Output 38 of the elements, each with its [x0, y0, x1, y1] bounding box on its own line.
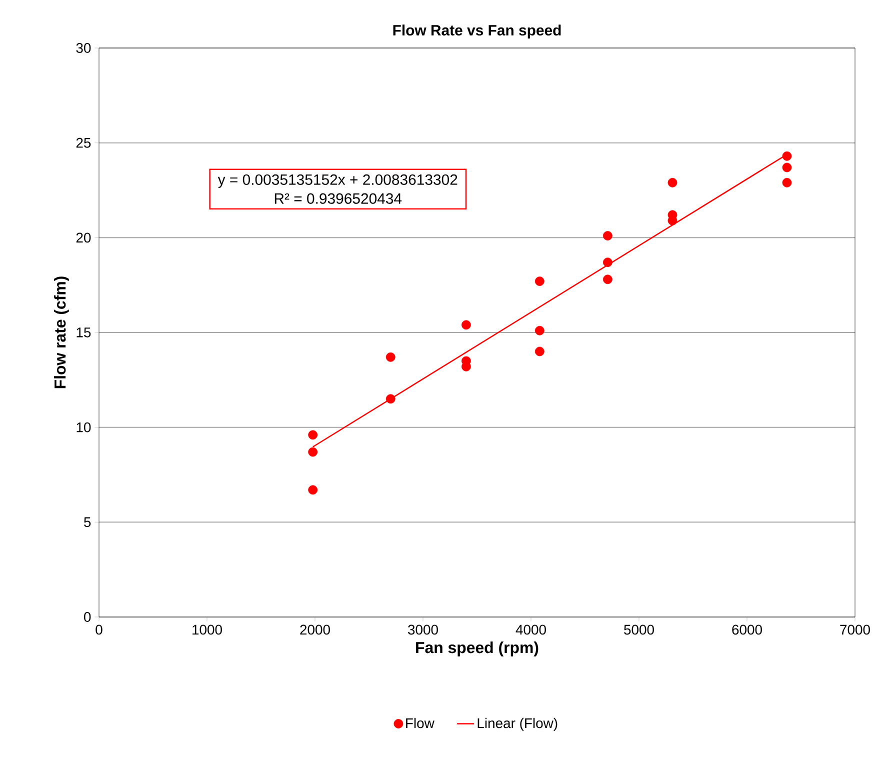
legend-label: Linear (Flow): [478, 718, 558, 731]
point: [386, 352, 396, 362]
x-tick-label: 6000: [732, 624, 762, 635]
point: [534, 346, 544, 356]
point: [602, 258, 612, 268]
point: [782, 178, 792, 188]
point: [534, 276, 544, 286]
y-tick-label: 15: [76, 328, 91, 338]
x-tick-label: 2000: [300, 624, 330, 635]
x-tick-label: 0: [96, 624, 102, 635]
point: [602, 231, 612, 240]
point: [534, 326, 544, 336]
point: [386, 394, 396, 404]
x-tick-label: 3000: [408, 624, 438, 635]
y-tick-label: 20: [76, 232, 91, 243]
point: [602, 274, 612, 284]
point: [308, 447, 318, 457]
x-axis-title: Fan speed (rpm): [416, 641, 538, 656]
y-tick-label: 10: [76, 422, 91, 432]
x-tick-label: 1000: [192, 624, 222, 635]
point: [462, 320, 471, 330]
point: [308, 430, 318, 440]
chart-title: Flow Rate vs Fan speed: [393, 24, 561, 38]
point: [668, 178, 678, 188]
x-tick-label: 5000: [624, 624, 654, 635]
x-tick-label: 7000: [840, 624, 870, 635]
annotation: R² = 0.9396520434: [274, 193, 402, 204]
point: [782, 151, 792, 161]
y-tick-label: 25: [76, 138, 91, 148]
y-tick-label: 30: [76, 43, 91, 53]
x-tick-label: 4000: [516, 624, 546, 635]
y-tick-label: 0: [84, 612, 91, 622]
y-tick-label: 5: [84, 517, 91, 528]
point: [782, 162, 792, 172]
y-axis-title: Flow rate (cfm): [54, 276, 69, 388]
legend-label: Flow: [406, 718, 434, 728]
point: [308, 485, 318, 495]
annotation: y = 0.0035135152x + 2.0083613302: [218, 174, 458, 188]
